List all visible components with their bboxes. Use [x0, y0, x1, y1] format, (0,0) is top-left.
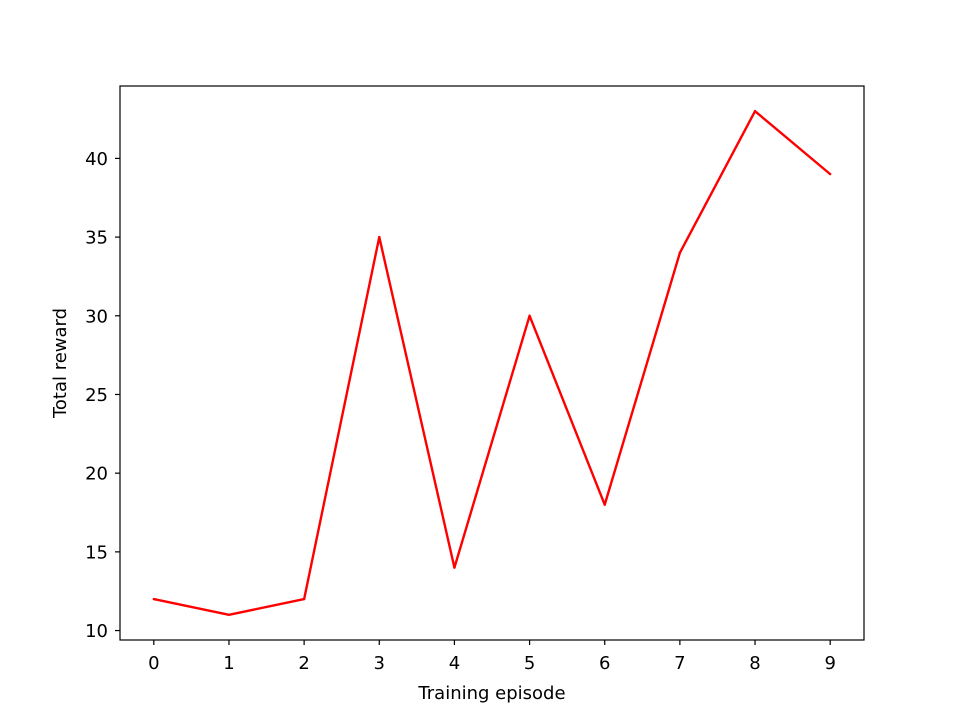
data-point — [302, 597, 306, 601]
data-point — [828, 172, 832, 176]
x-tick-label: 2 — [298, 653, 309, 674]
x-tick-label: 0 — [148, 653, 159, 674]
series-layer — [152, 109, 832, 617]
y-tick-label: 20 — [85, 464, 108, 485]
y-tick-label: 40 — [85, 149, 108, 170]
y-tick-label: 15 — [85, 542, 108, 563]
data-point — [453, 566, 456, 569]
data-point — [603, 503, 606, 506]
data-point — [152, 597, 156, 601]
plot-frame — [119, 85, 865, 641]
plot-background — [120, 86, 864, 640]
y-axis-label: Total reward — [50, 308, 71, 419]
x-tick-label: 4 — [449, 653, 460, 674]
y-tick-label: 25 — [85, 385, 108, 406]
y-tick-label: 10 — [85, 621, 108, 642]
series-line — [153, 109, 831, 617]
data-point — [753, 109, 757, 113]
x-tick-label: 6 — [599, 653, 610, 674]
x-tick-label: 8 — [749, 653, 760, 674]
data-point — [678, 251, 682, 255]
x-tick-label: 7 — [674, 653, 685, 674]
data-point — [378, 235, 381, 239]
x-tick-label: 5 — [524, 653, 535, 674]
x-axis-label: Training episode — [417, 683, 565, 704]
y-tick-label: 35 — [85, 228, 108, 249]
y-tick-label: 30 — [85, 306, 108, 327]
axis-ticks: 0 1 2 3 4 5 6 7 8 9 10 15 20 25 30 35 40 — [85, 149, 836, 674]
x-tick-label: 9 — [824, 653, 835, 674]
data-point — [227, 613, 231, 617]
x-tick-label: 3 — [374, 653, 385, 674]
x-tick-label: 1 — [223, 653, 234, 674]
data-point — [528, 314, 531, 317]
